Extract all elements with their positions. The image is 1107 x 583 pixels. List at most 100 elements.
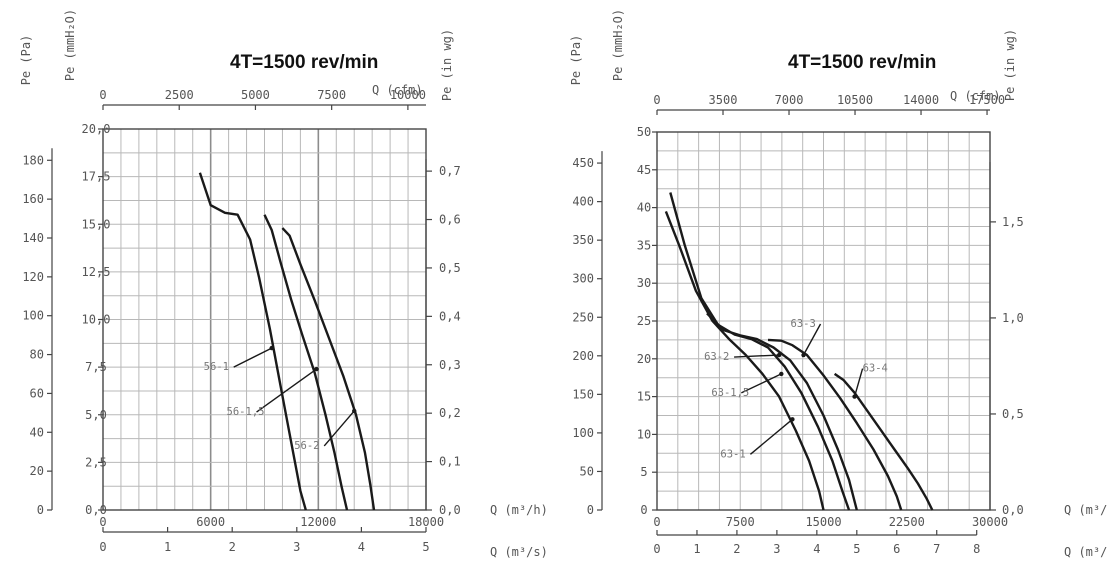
tick-label-m3s: 8 (973, 542, 980, 556)
tick-label-m3s: 4 (813, 542, 820, 556)
tick-label-pa: 100 (22, 309, 44, 323)
axis-title-mmh2o: Pe (mmH₂O) (611, 9, 625, 81)
tick-label-inwg: 0,1 (439, 455, 461, 469)
tick-label-pa: 0 (37, 503, 44, 517)
series-63-2 (706, 312, 858, 511)
curve-label: 63-4 (863, 363, 888, 375)
tick-label-inwg: 0,4 (439, 309, 461, 323)
tick-label-mmh2o: 5 (640, 465, 647, 479)
tick-label-mmh2o: 0 (640, 503, 647, 517)
tick-label-pa: 120 (22, 270, 44, 284)
tick-label-m3s: 2 (229, 540, 236, 554)
tick-label-m3h: 7500 (726, 515, 755, 529)
chart-title: 4T=1500 rev/min (788, 52, 936, 73)
tick-label-inwg: 0,3 (439, 358, 461, 372)
series-56-2 (281, 227, 376, 511)
label-leader (734, 354, 780, 358)
chart-1: 4T=1500 rev/min0,02,55,07,510,012,515,01… (19, 9, 548, 559)
tick-label-pa: 200 (572, 349, 594, 363)
tick-label-m3s: 5 (853, 542, 860, 556)
label-leader (749, 418, 793, 455)
tick-label-m3s: 5 (422, 540, 429, 554)
axis-title-inwg: Pe (in wg) (1003, 29, 1017, 101)
tick-label-inwg: 0,6 (439, 213, 461, 227)
tick-label-pa: 450 (572, 156, 594, 170)
tick-label-m3s: 6 (893, 542, 900, 556)
tick-label-inwg: 0,0 (1002, 503, 1024, 517)
tick-label-mmh2o: 40 (637, 201, 651, 215)
tick-label-m3h: 30000 (972, 515, 1008, 529)
tick-label-cfm: 10000 (390, 88, 426, 102)
tick-label-mmh2o: 20 (637, 352, 651, 366)
axis-title-cfm: Q (cfm) (372, 83, 423, 97)
tick-label-mmh2o: 15 (637, 390, 651, 404)
tick-label-m3h: 15000 (805, 515, 841, 529)
label-leader (233, 347, 272, 368)
label-dot (779, 371, 784, 377)
tick-label-m3h: 0 (99, 515, 106, 529)
tick-label-inwg: 0,7 (439, 164, 461, 178)
tick-label-cfm: 10500 (837, 93, 873, 107)
tick-label-mmh2o: 50 (637, 125, 651, 139)
tick-label-mmh2o: 25 (637, 314, 651, 328)
tick-label-cfm: 2500 (165, 88, 194, 102)
curve-label: 63-2 (704, 351, 729, 363)
tick-label-cfm: 14000 (903, 93, 939, 107)
tick-label-inwg: 0,5 (1002, 407, 1024, 421)
tick-label-m3s: 3 (293, 540, 300, 554)
series-63-1 (664, 210, 825, 511)
tick-label-pa: 60 (30, 386, 44, 400)
curve-label: 63-3 (791, 318, 816, 330)
axis-title-m3s: Q (m³/s) (1064, 545, 1107, 559)
tick-label-m3h: 18000 (408, 515, 444, 529)
axis-title-pa: Pe (Pa) (569, 35, 583, 86)
label-dot (776, 352, 782, 358)
tick-label-mmh2o: 20,0 (82, 122, 111, 136)
tick-label-pa: 80 (30, 348, 44, 362)
tick-label-mmh2o: 10,0 (82, 313, 111, 327)
tick-label-pa: 0 (587, 503, 594, 517)
tick-label-pa: 50 (580, 464, 594, 478)
tick-label-pa: 140 (22, 231, 44, 245)
tick-label-cfm: 3500 (709, 93, 738, 107)
tick-label-cfm: 0 (99, 88, 106, 102)
tick-label-pa: 40 (30, 425, 44, 439)
tick-label-cfm: 0 (653, 93, 660, 107)
tick-label-cfm: 17500 (969, 93, 1005, 107)
label-leader (802, 323, 822, 356)
label-leader (256, 368, 317, 413)
tick-label-pa: 350 (572, 233, 594, 247)
tick-label-mmh2o: 5,0 (85, 408, 107, 422)
label-leader (741, 373, 782, 394)
tick-label-cfm: 7500 (317, 88, 346, 102)
label-dot (269, 345, 274, 351)
label-dot (314, 366, 319, 372)
label-dot (801, 352, 806, 358)
label-dot (790, 417, 795, 422)
tick-label-pa: 150 (572, 387, 594, 401)
tick-label-m3s: 2 (733, 542, 740, 556)
label-leader (323, 410, 355, 447)
tick-label-m3h: 22500 (889, 515, 925, 529)
label-dot (852, 394, 857, 399)
tick-label-mmh2o: 12,5 (82, 265, 111, 279)
tick-label-m3h: 6000 (196, 515, 225, 529)
tick-label-cfm: 7000 (775, 93, 804, 107)
label-dot (352, 408, 357, 414)
tick-label-inwg: 1,0 (1002, 311, 1024, 325)
chart-title: 4T=1500 rev/min (230, 52, 378, 73)
tick-label-m3h: 12000 (300, 515, 336, 529)
tick-label-m3s: 0 (653, 542, 660, 556)
curve-label: 56-1,5 (227, 406, 265, 418)
axis-title-m3s: Q (m³/s) (490, 545, 548, 559)
axis-title-m3h: Q (m³/h) (1064, 503, 1107, 517)
tick-label-pa: 20 (30, 464, 44, 478)
tick-label-m3s: 0 (99, 540, 106, 554)
axis-title-mmh2o: Pe (mmH₂O) (63, 9, 77, 81)
tick-label-mmh2o: 30 (637, 276, 651, 290)
axis-title-inwg: Pe (in wg) (440, 29, 454, 101)
axis-title-pa: Pe (Pa) (19, 35, 33, 86)
series-63-4 (833, 372, 934, 511)
tick-label-mmh2o: 45 (637, 163, 651, 177)
tick-label-pa: 100 (572, 426, 594, 440)
